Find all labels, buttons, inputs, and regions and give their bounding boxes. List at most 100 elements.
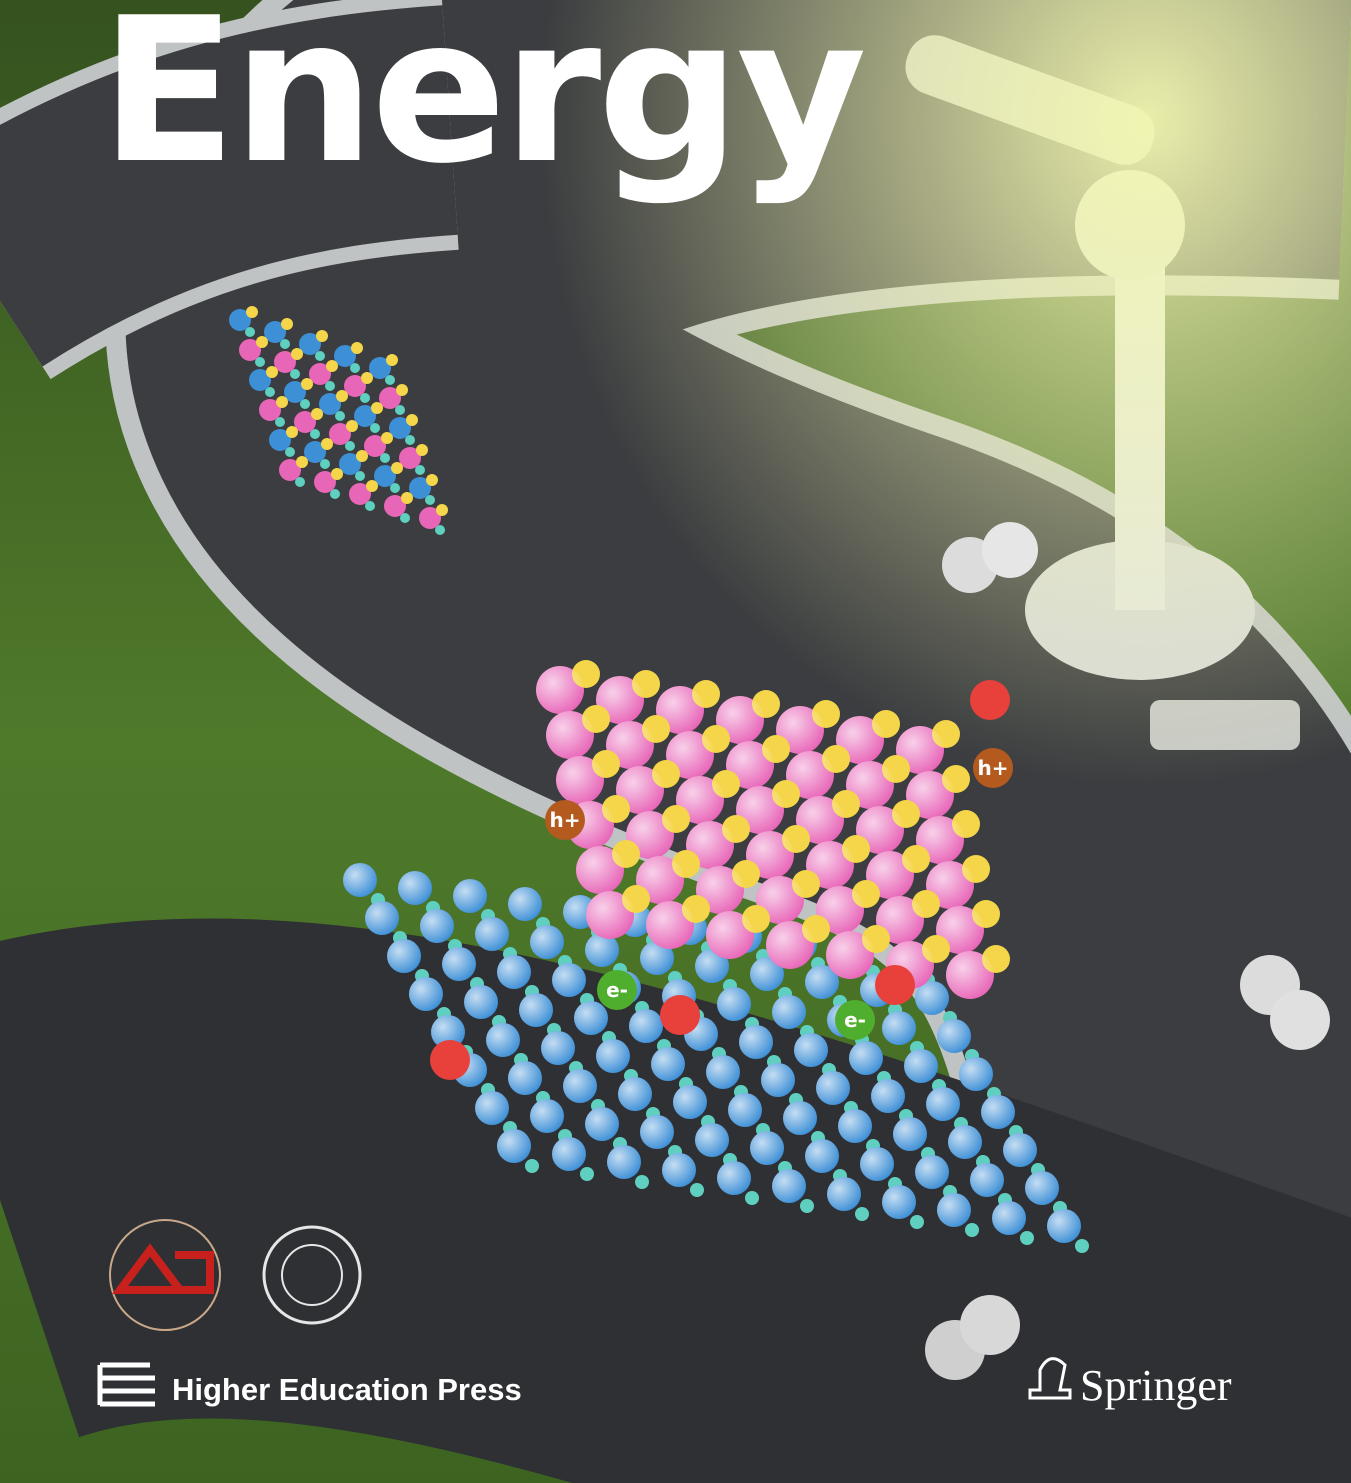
atom (320, 459, 330, 469)
atom (343, 863, 377, 897)
atom (245, 327, 255, 337)
atom (536, 666, 584, 714)
atom (356, 450, 368, 462)
atom (959, 1057, 993, 1091)
atom (695, 1123, 729, 1157)
atom (475, 1091, 509, 1125)
atom (365, 501, 375, 511)
atom (1025, 1171, 1059, 1205)
atom (430, 1040, 470, 1080)
atom (371, 402, 383, 414)
atom (265, 387, 275, 397)
atom (970, 680, 1010, 720)
atom (284, 381, 306, 403)
atom (286, 426, 298, 438)
atom (259, 399, 281, 421)
atom (321, 438, 333, 450)
atom (970, 1163, 1004, 1197)
atom (761, 1063, 795, 1097)
atom (596, 1039, 630, 1073)
atom (326, 360, 338, 372)
atom (315, 351, 325, 361)
atom (662, 1153, 696, 1187)
atom (915, 1155, 949, 1189)
atom (882, 1011, 916, 1045)
atom (335, 411, 345, 421)
atom (882, 1185, 916, 1219)
atom (838, 1109, 872, 1143)
atom (350, 363, 360, 373)
atom (948, 1125, 982, 1159)
atom (475, 917, 509, 951)
atom (855, 1207, 869, 1221)
atom (541, 1031, 575, 1065)
journal-title: Energy (100, 0, 863, 208)
gas-molecules (925, 522, 1330, 1380)
atom (805, 965, 839, 999)
atom (992, 1201, 1026, 1235)
atom (269, 429, 291, 451)
atom (586, 891, 634, 939)
atom (805, 1139, 839, 1173)
atom (396, 384, 408, 396)
atom (981, 1095, 1015, 1129)
atom (304, 441, 326, 463)
atom (552, 1137, 586, 1171)
atom (739, 1025, 773, 1059)
atom (301, 378, 313, 390)
electron-label: e- (844, 1008, 866, 1032)
atom (453, 879, 487, 913)
atom (391, 462, 403, 474)
atom (279, 459, 301, 481)
atom (860, 1147, 894, 1181)
atom (409, 977, 443, 1011)
atom (336, 390, 348, 402)
atom (309, 363, 331, 385)
atom (344, 375, 366, 397)
atom (800, 1199, 814, 1213)
atom (826, 931, 874, 979)
atom (442, 947, 476, 981)
atom (354, 405, 376, 427)
atom (519, 993, 553, 1027)
atom (276, 396, 288, 408)
atom (552, 963, 586, 997)
publisher-name: Springer (1080, 1361, 1232, 1410)
atom (431, 1015, 465, 1049)
atom (416, 444, 428, 456)
atom (339, 453, 361, 475)
atom (426, 474, 438, 486)
atom (717, 987, 751, 1021)
atom (229, 309, 251, 331)
atom (400, 513, 410, 523)
atom (281, 318, 293, 330)
atom (406, 414, 418, 426)
atom (415, 465, 425, 475)
atom (379, 387, 401, 409)
atom (361, 372, 373, 384)
atom (794, 1033, 828, 1067)
atom (525, 1159, 539, 1173)
atom (405, 435, 415, 445)
atom (290, 369, 300, 379)
atom (1047, 1209, 1081, 1243)
atom (783, 1101, 817, 1135)
small-molecule-lattice (229, 306, 448, 535)
atom (255, 357, 265, 367)
atom (937, 1019, 971, 1053)
atom (926, 1087, 960, 1121)
atom (409, 477, 431, 499)
atom (827, 1177, 861, 1211)
atom (651, 1047, 685, 1081)
atom (937, 1193, 971, 1227)
atom (345, 441, 355, 451)
atom (695, 949, 729, 983)
atom (370, 423, 380, 433)
atom (331, 468, 343, 480)
atom (419, 507, 441, 529)
atom (904, 1049, 938, 1083)
atom (256, 336, 268, 348)
atom (706, 911, 754, 959)
atom (915, 981, 949, 1015)
